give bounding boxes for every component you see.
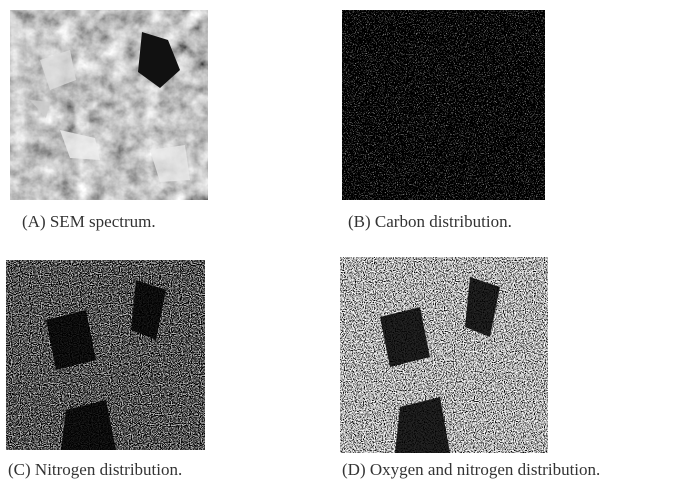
sem-image <box>10 10 208 200</box>
caption: (B) Carbon distribution. <box>348 212 512 232</box>
caption: (A) SEM spectrum. <box>22 212 156 232</box>
oxygen-nitrogen-image <box>340 257 548 453</box>
caption: (D) Oxygen and nitrogen distribution. <box>342 460 600 480</box>
carbon-image <box>342 10 545 200</box>
figure: (A) SEM spectrum. (B) Carbon distributio… <box>0 0 682 484</box>
nitrogen-image <box>6 260 205 450</box>
caption: (C) Nitrogen distribution. <box>8 460 182 480</box>
